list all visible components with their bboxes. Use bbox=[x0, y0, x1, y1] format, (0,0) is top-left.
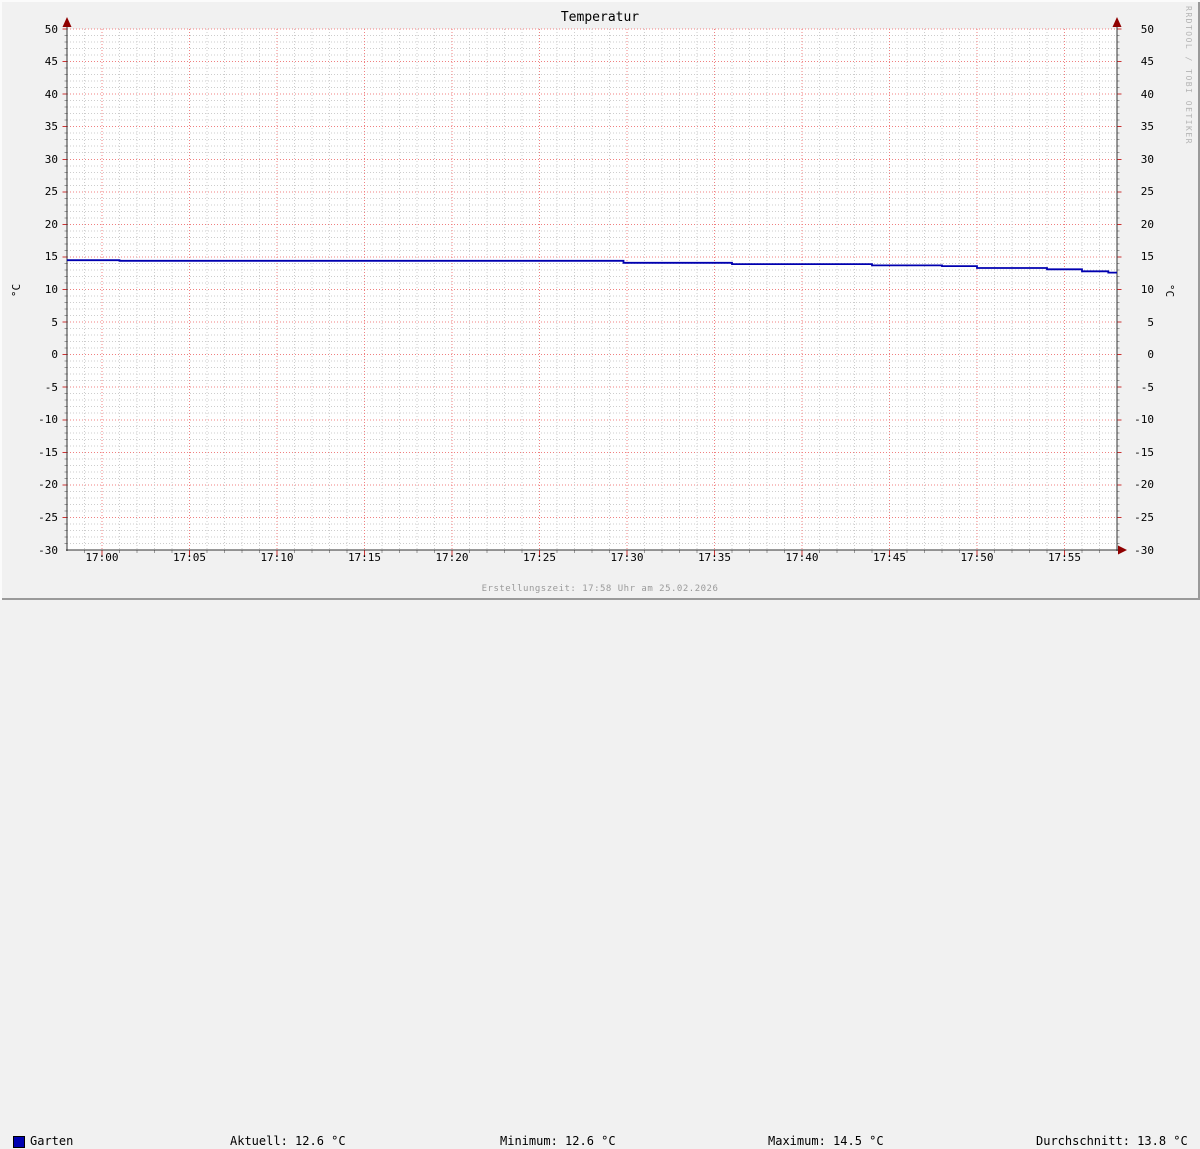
y-tick-label-right: -20 bbox=[1134, 478, 1154, 492]
y-tick-label-left: 10 bbox=[44, 283, 58, 296]
y-tick-label-left: 40 bbox=[44, 87, 58, 101]
series-line-garten bbox=[67, 259, 1117, 274]
x-tick-label: 17:20 bbox=[435, 551, 469, 564]
x-axis-arrow bbox=[1118, 545, 1127, 555]
y-tick-label-right: 10 bbox=[1140, 283, 1154, 296]
y-tick-label-right: -5 bbox=[1140, 380, 1154, 394]
y-tick-label-right: 50 bbox=[1140, 22, 1154, 36]
y-tick-label-left: 45 bbox=[44, 55, 58, 69]
y-tick-label-left: 50 bbox=[44, 22, 58, 36]
x-tick-label: 17:30 bbox=[610, 551, 644, 564]
legend-series-label: Garten bbox=[30, 1134, 74, 1148]
y-tick-label-right: 30 bbox=[1140, 152, 1154, 166]
y-tick-label-left: -25 bbox=[38, 510, 58, 524]
y-tick-label-right: 20 bbox=[1140, 217, 1154, 231]
y-tick-label-left: 15 bbox=[44, 250, 58, 264]
y-tick-label-left: 0 bbox=[51, 348, 58, 362]
x-tick-label: 17:15 bbox=[347, 551, 382, 564]
y-tick-label-right: 5 bbox=[1147, 315, 1154, 329]
temperature-chart-plot bbox=[62, 17, 1127, 556]
stat-maximum: Maximum: 14.5 °C bbox=[768, 1134, 884, 1148]
legend-color-swatch bbox=[13, 1136, 25, 1148]
y-tick-label-left: 30 bbox=[44, 152, 58, 166]
y-tick-label-left: -10 bbox=[38, 413, 58, 427]
y-tick-label-right: 40 bbox=[1140, 87, 1154, 101]
x-tick-label: 17:55 bbox=[1047, 551, 1082, 564]
x-tick-label: 17:45 bbox=[872, 551, 907, 564]
y-tick-label-right: 45 bbox=[1140, 55, 1154, 69]
x-tick-label: 17:10 bbox=[260, 551, 294, 564]
page-title: Temperatur bbox=[560, 10, 640, 25]
y-axis-arrow-left bbox=[62, 17, 72, 27]
y-tick-label-right: -30 bbox=[1134, 543, 1154, 557]
y-axis-arrow-right bbox=[1112, 17, 1122, 27]
stat-aktuell: Aktuell: 12.6 °C bbox=[230, 1134, 346, 1148]
x-tick-label: 17:50 bbox=[960, 551, 994, 564]
y-tick-label-left: 20 bbox=[44, 217, 58, 231]
rrdtool-graph: { "title": "Temperatur", "watermark": "R… bbox=[0, 6, 1200, 1148]
y-tick-label-left: -5 bbox=[44, 380, 58, 394]
y-tick-label-right: -10 bbox=[1134, 413, 1154, 427]
y-tick-label-left: -30 bbox=[38, 543, 58, 557]
y-tick-label-left: -15 bbox=[38, 445, 58, 459]
x-tick-label: 17:40 bbox=[785, 551, 819, 564]
y-tick-label-right: -25 bbox=[1134, 510, 1154, 524]
y-tick-label-right: 0 bbox=[1147, 348, 1154, 362]
y-tick-label-right: 15 bbox=[1140, 250, 1154, 264]
y-tick-label-left: -20 bbox=[38, 478, 58, 492]
y-tick-label-right: 25 bbox=[1140, 185, 1154, 199]
y-axis-unit-right: °C bbox=[1163, 283, 1177, 298]
y-tick-label-left: 25 bbox=[44, 185, 58, 199]
y-tick-label-left: 5 bbox=[51, 315, 58, 329]
legend-and-stats-row: Garten Aktuell: 12.6 °C Minimum: 12.6 °C M… bbox=[0, 567, 1200, 1148]
creation-time-note: Erstellungszeit: 17:58 Uhr am 25.02.2026 bbox=[481, 584, 719, 594]
stat-durchschnitt: Durchschnitt: 13.8 °C bbox=[1036, 1134, 1188, 1148]
y-tick-label-left: 35 bbox=[44, 120, 58, 134]
y-tick-label-right: -15 bbox=[1134, 445, 1154, 459]
stat-minimum: Minimum: 12.6 °C bbox=[500, 1134, 616, 1148]
rrdtool-watermark: RRDTOOL / TOBI OETIKER bbox=[1184, 6, 1193, 145]
x-tick-label: 17:00 bbox=[85, 551, 119, 564]
x-tick-label: 17:35 bbox=[697, 551, 732, 564]
y-tick-label-right: 35 bbox=[1140, 120, 1154, 134]
x-tick-label: 17:05 bbox=[172, 551, 207, 564]
x-tick-label: 17:25 bbox=[522, 551, 557, 564]
